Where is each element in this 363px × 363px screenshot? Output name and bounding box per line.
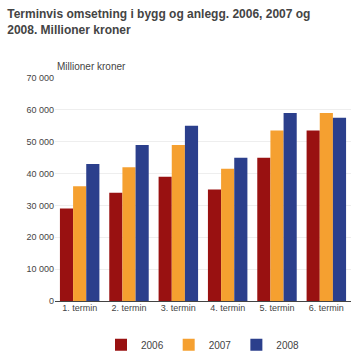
svg-text:2006: 2006 — [141, 340, 164, 351]
svg-text:Terminvis omsetning i bygg og: Terminvis omsetning i bygg og anlegg. 20… — [7, 7, 310, 37]
svg-text:2007: 2007 — [209, 340, 232, 351]
svg-text:30 000: 30 000 — [26, 201, 54, 211]
svg-text:1. termin: 1. termin — [62, 303, 97, 313]
svg-text:0: 0 — [49, 296, 54, 306]
svg-text:5. termin: 5. termin — [259, 303, 294, 313]
svg-text:Millioner kroner: Millioner kroner — [57, 61, 126, 72]
svg-text:4. termin: 4. termin — [210, 303, 245, 313]
svg-text:20 000: 20 000 — [26, 232, 54, 242]
svg-text:10 000: 10 000 — [26, 264, 54, 274]
svg-text:3. termin: 3. termin — [161, 303, 196, 313]
svg-text:70 000: 70 000 — [26, 73, 54, 83]
svg-text:6. termin: 6. termin — [309, 303, 344, 313]
svg-text:2008: 2008 — [276, 340, 299, 351]
svg-text:60 000: 60 000 — [26, 105, 54, 115]
svg-text:50 000: 50 000 — [26, 137, 54, 147]
svg-text:40 000: 40 000 — [26, 169, 54, 179]
svg-text:2. termin: 2. termin — [111, 303, 146, 313]
